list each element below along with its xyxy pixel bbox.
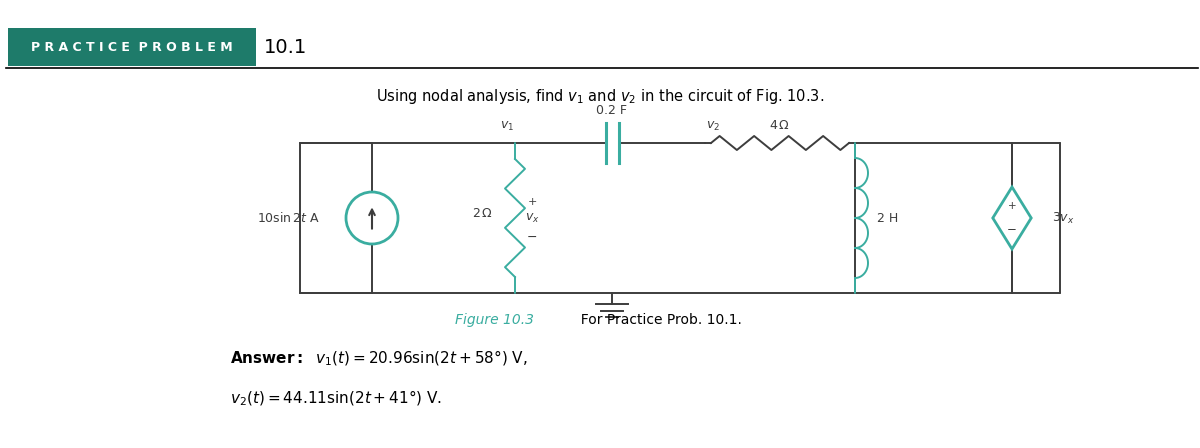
Text: $v_x$: $v_x$ [524, 211, 539, 224]
Text: −: − [527, 231, 538, 244]
Text: $v_2$: $v_2$ [706, 120, 720, 133]
Text: 0.2 F: 0.2 F [596, 104, 628, 117]
Text: $10\sin 2t$ A: $10\sin 2t$ A [257, 211, 320, 225]
Polygon shape [992, 187, 1031, 249]
Text: $4\,\Omega$: $4\,\Omega$ [769, 119, 791, 132]
Text: For Practice Prob. 10.1.: For Practice Prob. 10.1. [572, 313, 742, 327]
Text: +: + [527, 197, 536, 207]
Text: $v_2(t) = 44.11\sin(2t + 41°)$ V.: $v_2(t) = 44.11\sin(2t + 41°)$ V. [230, 388, 443, 408]
FancyBboxPatch shape [8, 28, 256, 66]
Text: 10.1: 10.1 [264, 38, 307, 56]
Text: +: + [1008, 201, 1016, 211]
Text: −: − [1007, 223, 1016, 236]
Text: 2 H: 2 H [877, 211, 899, 224]
Text: P R A C T I C E  P R O B L E M: P R A C T I C E P R O B L E M [31, 40, 233, 53]
Text: $2\,\Omega$: $2\,\Omega$ [472, 207, 493, 220]
Text: $\mathbf{Answer:}$  $v_1(t) = 20.96\sin(2t + 58°)$ V,: $\mathbf{Answer:}$ $v_1(t) = 20.96\sin(2… [230, 348, 528, 368]
Text: $v_1$: $v_1$ [500, 120, 514, 133]
Text: Figure 10.3: Figure 10.3 [455, 313, 534, 327]
Text: $3v_x$: $3v_x$ [1052, 211, 1075, 225]
Circle shape [346, 192, 398, 244]
Text: Using nodal analysis, find $v_1$ and $v_2$ in the circuit of Fig. 10.3.: Using nodal analysis, find $v_1$ and $v_… [376, 86, 824, 105]
